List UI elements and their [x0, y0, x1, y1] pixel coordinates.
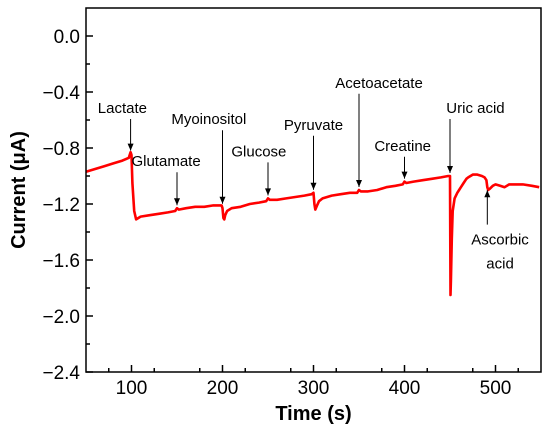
annotation-arrow-head	[174, 198, 180, 206]
y-tick-label: −2.4	[42, 363, 80, 384]
annotation-arrow-head	[484, 190, 491, 198]
y-tick-label: −0.8	[42, 139, 80, 160]
series-line-0	[85, 150, 540, 297]
annotation-label: Uric acid	[446, 100, 504, 117]
y-axis-title: Current (μA)	[8, 131, 30, 249]
annotation-label: Acetoacetate	[335, 75, 423, 92]
annotation-label: Ascorbic	[471, 232, 529, 249]
axis-ticks: 100 200 300 400 500 0.0 −0.4 −0.8 −1.2 −1.6 −2.0 −2…	[42, 27, 519, 399]
y-tick-label: −1.6	[42, 251, 80, 272]
x-tick-label: 100	[116, 378, 148, 399]
x-tick-label: 500	[480, 378, 512, 399]
y-tick-label: 0.0	[54, 27, 80, 48]
annotation-label: Pyruvate	[284, 117, 343, 134]
annotation-arrow-head	[401, 171, 408, 179]
y-tick-label: −2.0	[42, 307, 80, 328]
annotation-label: Creatine	[374, 138, 431, 155]
x-axis-title: Time (s)	[275, 403, 351, 425]
y-tick-label: −0.4	[42, 83, 80, 104]
x-tick-label: 400	[389, 378, 421, 399]
annotation-label: Lactate	[98, 100, 147, 117]
annotation-arrow-head	[219, 196, 226, 204]
annotation-arrow-head	[127, 143, 134, 151]
x-tick-label: 300	[298, 378, 330, 399]
series-layer	[85, 150, 540, 297]
annotation-arrow-head	[447, 166, 453, 173]
annotation-arrow-head	[310, 182, 317, 190]
plot-frame	[85, 7, 542, 373]
annotation-label: acid	[486, 256, 514, 273]
annotation-arrow-head	[265, 188, 271, 196]
annotation-layer: Lactate Glutamate Myoinositol Glucose Pyruva…	[98, 75, 530, 273]
annotation-label: Myoinositol	[171, 111, 246, 128]
x-tick-label: 200	[207, 378, 239, 399]
annotation-label: Glutamate	[131, 153, 200, 170]
y-tick-label: −1.2	[42, 195, 80, 216]
annotation-label: Glucose	[231, 143, 286, 160]
annotation-arrow-head	[356, 180, 362, 187]
